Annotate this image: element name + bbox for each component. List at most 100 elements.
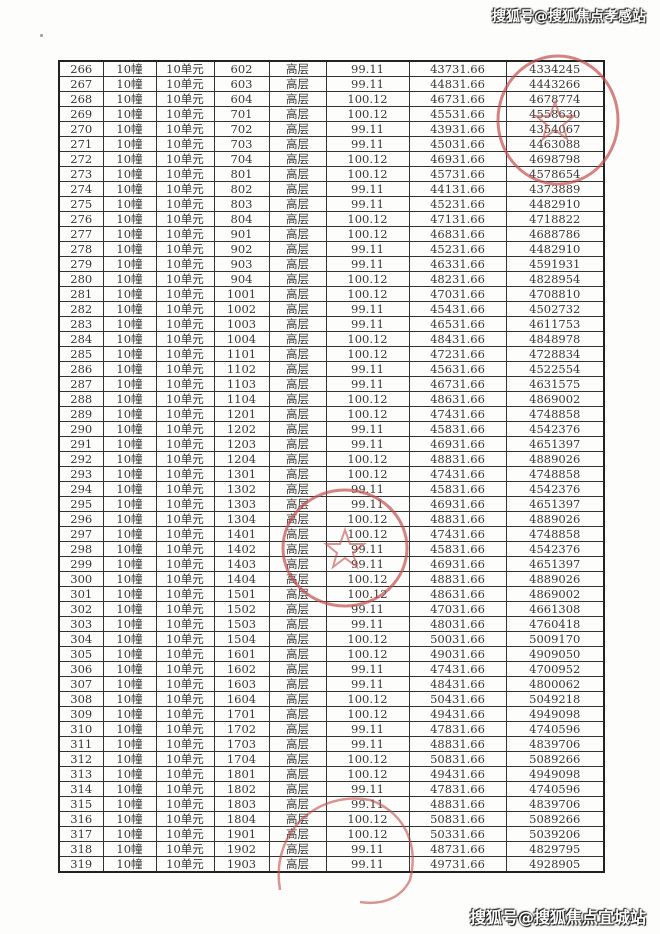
unit-cell: 10单元 (155, 736, 215, 752)
unit-cell: 10单元 (155, 466, 215, 482)
room-number-cell: 1201 (213, 406, 270, 422)
unit-price-cell: 47831.66 (408, 721, 507, 737)
building-cell: 10幢 (102, 391, 157, 407)
unit-cell: 10单元 (155, 661, 215, 677)
table-row: 294 10幢 10单元 1302 高层 99.11 45831.66 4542376 (58, 481, 605, 497)
room-number-cell: 1503 (213, 616, 270, 632)
room-number-cell: 1204 (213, 451, 270, 467)
unit-cell: 10单元 (155, 241, 215, 257)
building-cell: 10幢 (102, 346, 157, 362)
table-row: 291 10幢 10单元 1203 高层 99.11 46931.66 4651397 (58, 436, 605, 452)
table-body: 266 10幢 10单元 602 高层 99.11 43731.66 4334245 267 10… (58, 60, 605, 873)
total-price-cell: 4889026 (505, 451, 605, 467)
room-number-cell: 1001 (213, 286, 270, 302)
area-cell: 99.11 (325, 541, 410, 557)
area-cell: 99.11 (325, 616, 410, 632)
building-cell: 10幢 (102, 841, 157, 857)
row-number-cell: 310 (58, 721, 104, 737)
unit-price-cell: 46831.66 (408, 226, 507, 242)
table-row: 271 10幢 10单元 703 高层 99.11 45031.66 4463088 (58, 136, 605, 152)
room-number-cell: 1604 (213, 691, 270, 707)
building-type-cell: 高层 (268, 106, 327, 122)
total-price-cell: 4698798 (505, 151, 605, 167)
unit-price-cell: 47031.66 (408, 286, 507, 302)
unit-cell: 10单元 (155, 91, 215, 107)
building-cell: 10幢 (102, 421, 157, 437)
room-number-cell: 604 (213, 91, 270, 107)
unit-cell: 10单元 (155, 376, 215, 392)
building-cell: 10幢 (102, 706, 157, 722)
building-cell: 10幢 (102, 91, 157, 107)
building-cell: 10幢 (102, 331, 157, 347)
unit-cell: 10单元 (155, 721, 215, 737)
table-row: 285 10幢 10单元 1101 高层 100.12 47231.66 4728834 (58, 346, 605, 362)
table-row: 287 10幢 10单元 1103 高层 99.11 46731.66 4631575 (58, 376, 605, 392)
room-number-cell: 1802 (213, 781, 270, 797)
area-cell: 100.12 (325, 106, 410, 122)
area-cell: 99.11 (325, 676, 410, 692)
area-cell: 99.11 (325, 556, 410, 572)
total-price-cell: 4443266 (505, 76, 605, 92)
building-cell: 10幢 (102, 451, 157, 467)
unit-price-cell: 44831.66 (408, 76, 507, 92)
table-row: 308 10幢 10单元 1604 高层 100.12 50431.66 5049218 (58, 691, 605, 707)
building-cell: 10幢 (102, 586, 157, 602)
building-type-cell: 高层 (268, 60, 327, 77)
building-type-cell: 高层 (268, 331, 327, 347)
unit-price-cell: 47431.66 (408, 406, 507, 422)
area-cell: 100.12 (325, 811, 410, 827)
building-cell: 10幢 (102, 511, 157, 527)
unit-cell: 10单元 (155, 781, 215, 797)
building-type-cell: 高层 (268, 451, 327, 467)
total-price-cell: 4740596 (505, 721, 605, 737)
building-type-cell: 高层 (268, 796, 327, 812)
table-row: 311 10幢 10单元 1703 高层 99.11 48831.66 4839706 (58, 736, 605, 752)
building-type-cell: 高层 (268, 361, 327, 377)
unit-price-cell: 47431.66 (408, 526, 507, 542)
table-row: 309 10幢 10单元 1701 高层 100.12 49431.66 4949098 (58, 706, 605, 722)
area-cell: 99.11 (325, 841, 410, 857)
building-cell: 10幢 (102, 631, 157, 647)
unit-price-cell: 46931.66 (408, 436, 507, 452)
area-cell: 100.12 (325, 646, 410, 662)
total-price-cell: 4542376 (505, 541, 605, 557)
area-cell: 100.12 (325, 511, 410, 527)
building-type-cell: 高层 (268, 691, 327, 707)
total-price-cell: 4678774 (505, 91, 605, 107)
area-cell: 99.11 (325, 376, 410, 392)
building-cell: 10幢 (102, 106, 157, 122)
total-price-cell: 5039206 (505, 826, 605, 842)
building-cell: 10幢 (102, 196, 157, 212)
unit-cell: 10单元 (155, 616, 215, 632)
area-cell: 100.12 (325, 571, 410, 587)
total-price-cell: 4748858 (505, 466, 605, 482)
row-number-cell: 272 (58, 151, 104, 167)
unit-cell: 10单元 (155, 346, 215, 362)
building-cell: 10幢 (102, 496, 157, 512)
unit-cell: 10单元 (155, 601, 215, 617)
table-row: 314 10幢 10单元 1802 高层 99.11 47831.66 4740596 (58, 781, 605, 797)
room-number-cell: 803 (213, 196, 270, 212)
building-cell: 10幢 (102, 556, 157, 572)
unit-price-cell: 47831.66 (408, 781, 507, 797)
unit-price-cell: 48831.66 (408, 451, 507, 467)
room-number-cell: 1302 (213, 481, 270, 497)
total-price-cell: 4828954 (505, 271, 605, 287)
unit-cell: 10单元 (155, 211, 215, 227)
table-row: 275 10幢 10单元 803 高层 99.11 45231.66 4482910 (58, 196, 605, 212)
room-number-cell: 1203 (213, 436, 270, 452)
building-cell: 10幢 (102, 436, 157, 452)
table-row: 277 10幢 10单元 901 高层 100.12 46831.66 4688786 (58, 226, 605, 242)
area-cell: 99.11 (325, 76, 410, 92)
unit-cell: 10单元 (155, 271, 215, 287)
row-number-cell: 294 (58, 481, 104, 497)
building-type-cell: 高层 (268, 781, 327, 797)
unit-price-cell: 46531.66 (408, 316, 507, 332)
unit-cell: 10单元 (155, 301, 215, 317)
building-cell: 10幢 (102, 316, 157, 332)
area-cell: 100.12 (325, 466, 410, 482)
room-number-cell: 1804 (213, 811, 270, 827)
area-cell: 99.11 (325, 196, 410, 212)
building-type-cell: 高层 (268, 556, 327, 572)
area-cell: 99.11 (325, 421, 410, 437)
